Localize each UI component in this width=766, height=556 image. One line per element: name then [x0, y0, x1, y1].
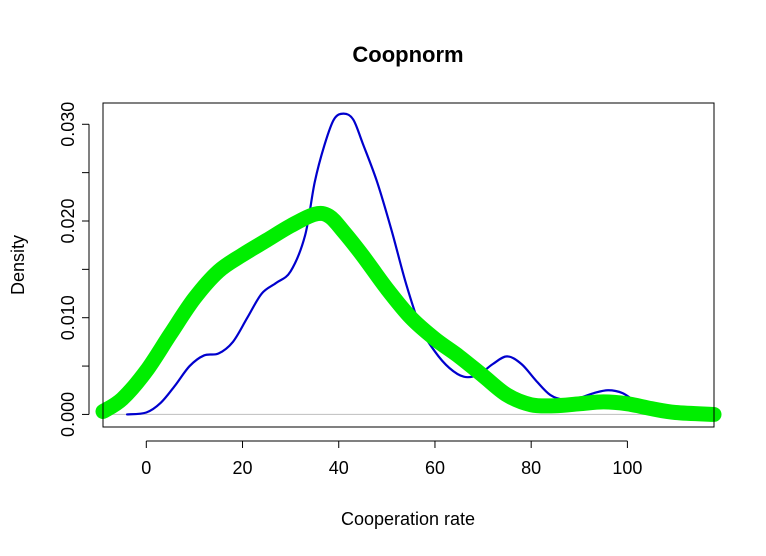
y-tick-label: 0.000 [58, 392, 78, 437]
y-tick-label: 0.030 [58, 102, 78, 147]
x-axis-label: Cooperation rate [341, 509, 475, 529]
x-tick-label: 100 [612, 458, 642, 478]
y-tick-label: 0.020 [58, 198, 78, 243]
chart-title: Coopnorm [352, 42, 463, 67]
x-tick-label: 80 [521, 458, 541, 478]
x-tick-label: 40 [329, 458, 349, 478]
density-line-1 [125, 112, 653, 416]
density-line-2 [95, 205, 722, 422]
plot-frame [102, 102, 715, 428]
y-tick-label: 0.010 [58, 295, 78, 340]
x-tick-label: 20 [233, 458, 253, 478]
x-tick-label: 0 [141, 458, 151, 478]
x-tick-label: 60 [425, 458, 445, 478]
plot-layer: 0 20 40 60 80 100 0.000 0.010 0.020 0.030 [58, 102, 722, 478]
y-axis-label: Density [8, 235, 28, 295]
